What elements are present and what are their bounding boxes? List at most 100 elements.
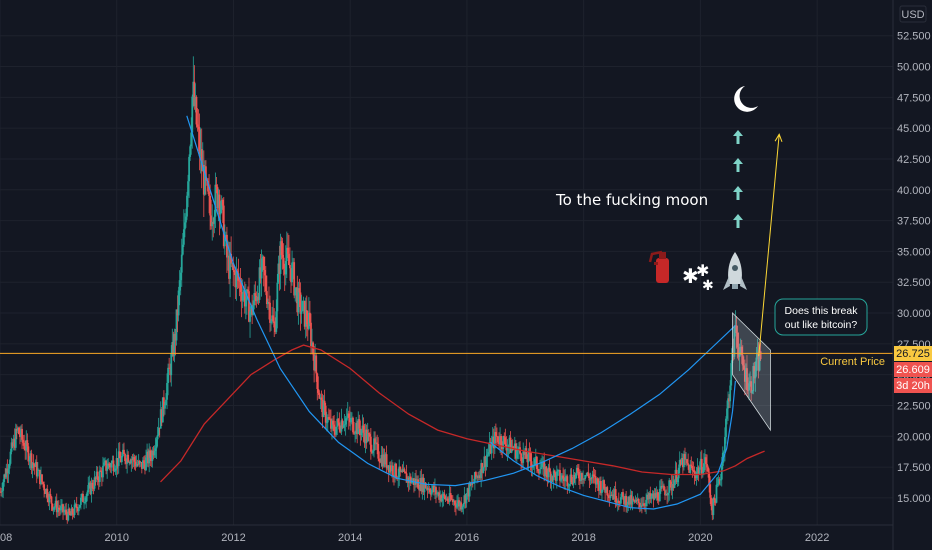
candle-body [454,501,456,505]
currency-label-box[interactable] [899,5,927,23]
candle-body [290,268,292,283]
candle-body [112,460,115,472]
candle-body [306,324,309,329]
candle-body [701,471,704,474]
candle-body [484,456,487,467]
candle-body [596,478,599,483]
candle-body [400,470,403,472]
candle-body [548,467,551,472]
candle-body [35,462,38,477]
candle-body [53,506,56,508]
candle-body [344,418,347,425]
candle-body [539,469,541,474]
candle-body [384,454,387,465]
target-arrow-head [774,133,783,142]
candle-body [222,205,225,247]
candle-body [485,457,488,467]
candle-body [297,288,300,313]
candle-body [16,427,19,431]
candle-body [223,237,226,247]
candle-body [185,216,187,223]
svg-text:26.609: 26.609 [896,364,930,376]
candle-body [282,257,285,269]
candle-body [151,450,154,462]
candle-body [464,495,467,504]
candle-body [455,504,457,508]
candle-body [24,448,27,451]
candle-body [48,493,51,503]
candle-body [460,502,463,510]
candle-body [291,262,293,283]
candle-body [317,389,320,393]
candle-body [146,451,148,458]
candle-body [351,417,353,419]
candle-body [749,381,752,384]
candle-body [304,310,307,327]
candle-body [260,258,263,279]
candle-body [85,495,88,502]
candle-body [126,454,129,464]
candle-body [82,493,84,503]
candle-body [96,471,99,481]
candle-body [514,443,517,459]
candle-body [372,450,374,453]
candle-body [448,493,451,502]
candle-body [330,418,332,429]
candle-body [649,493,652,499]
candle-body [338,422,341,430]
candle-body [624,495,626,505]
current-price-badge[interactable]: 26.725 [894,346,932,361]
candle-body [525,448,528,459]
candle-body [687,463,690,465]
candle-body [167,367,169,383]
countdown-badge[interactable]: 3d 20h [894,378,932,393]
candle-body [708,471,711,485]
candle-body [593,476,596,477]
candle-body [274,327,277,332]
candle-body [56,507,59,513]
candle-body [102,465,104,478]
candle-body [707,467,709,472]
candle-body [68,508,71,514]
time-axis[interactable]: 2008 2010 2012 2014 2016 2018 2020 2022 [0,532,829,544]
candle-body [93,477,96,489]
candle-body [92,488,95,490]
candle-body [173,333,176,357]
candle-body [541,461,544,468]
candle-body [684,454,686,460]
currency-label[interactable]: USD [901,9,924,21]
candle-body [369,436,372,452]
current-price-label: Current Price [820,356,885,368]
candle-body [177,290,180,316]
candle-body [515,451,518,459]
candle-body [315,355,318,374]
candle-body [194,96,197,106]
candle-body [218,194,221,215]
candle-body [747,390,749,391]
candle-body [170,353,173,376]
candle-body [251,305,254,315]
candle-body [579,478,581,482]
candle-body [314,355,317,371]
candle-body [216,186,219,208]
candle-body [428,488,431,493]
candle-body [267,302,269,305]
candle-body [277,263,280,283]
candle-body [15,428,18,431]
candle-body [84,501,86,503]
candle-body [197,126,200,130]
callout-box[interactable]: Does this break out like bitcoin? [774,298,868,336]
candle-body [312,342,314,355]
candle-body [502,436,505,449]
candle-body [489,442,492,454]
candle-body [608,496,611,499]
candle-body [498,441,500,445]
last-price-badge[interactable]: 26.609 [894,362,932,377]
candle-body [249,311,251,322]
candle-body [131,459,134,461]
svg-text:3d 20h: 3d 20h [896,380,930,392]
candle-body [547,467,550,478]
x-tick-label: 2016 [455,532,479,544]
candle-body [544,466,547,477]
